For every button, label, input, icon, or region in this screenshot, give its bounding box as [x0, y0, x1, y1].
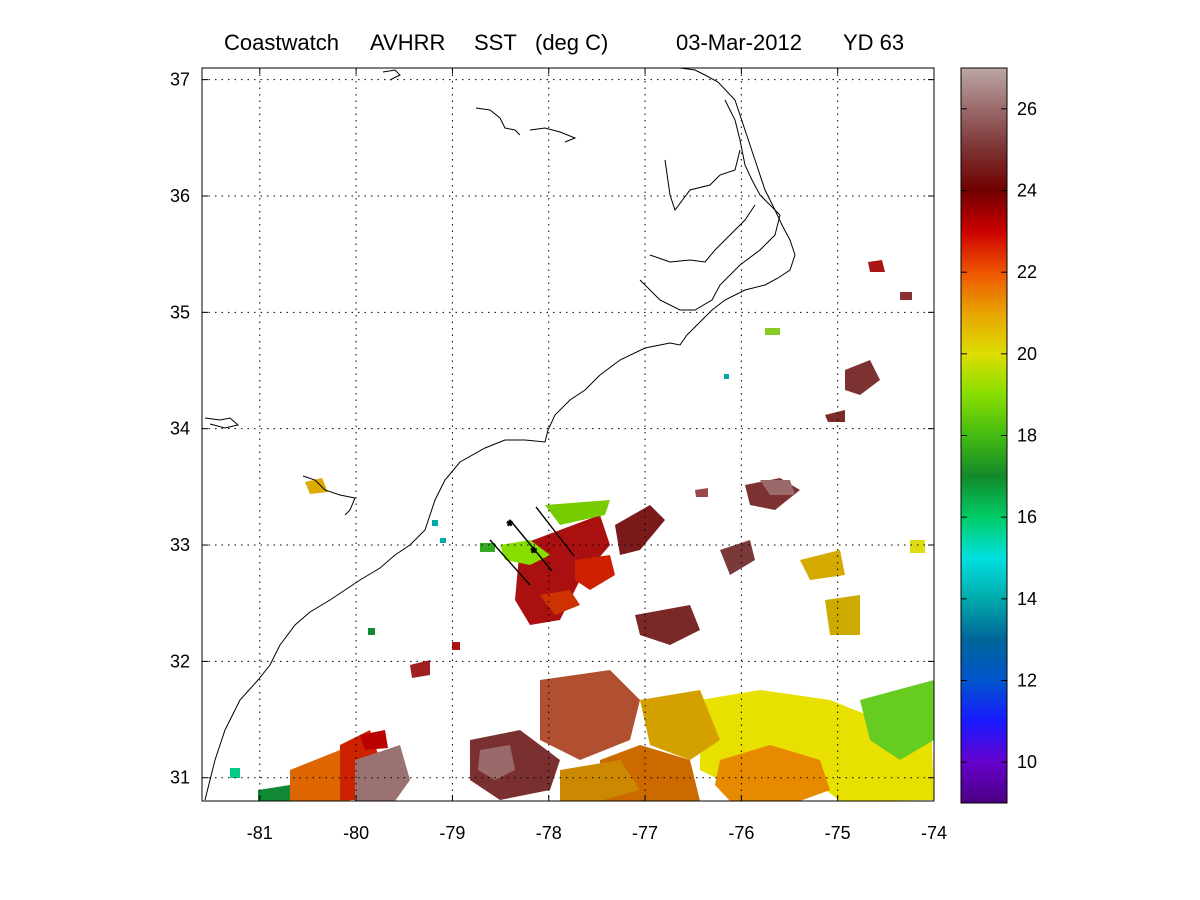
lat-tick-label: 37 [170, 70, 190, 90]
colorbar-tick-label: 26 [1017, 99, 1037, 119]
sst-patch [715, 745, 830, 801]
sst-patch [355, 745, 410, 801]
sst-patch [720, 540, 755, 575]
sst-patch [480, 543, 495, 552]
coastline-inlet [302, 475, 356, 516]
coastline-mainland [204, 67, 796, 801]
sst-patch [410, 660, 430, 678]
transect-line [489, 539, 531, 586]
lon-tick-label: -80 [343, 823, 369, 843]
colorbar: 10 12 14 16 18 20 22 24 26 [960, 67, 1037, 804]
coastline-inlet [382, 69, 401, 81]
coastline-sound [664, 149, 741, 212]
sst-patch [910, 540, 925, 553]
lon-tick-label: -81 [247, 823, 273, 843]
map-frame [201, 67, 935, 802]
sst-patch [230, 768, 240, 778]
sst-patch [825, 595, 860, 635]
coastline-sound [649, 204, 756, 263]
colorbar-gradient [960, 67, 1008, 804]
sst-patch [760, 480, 795, 495]
sst-patch [258, 785, 290, 801]
sst-patch [695, 488, 708, 497]
coastline-sound [639, 99, 781, 311]
sst-patch [452, 642, 460, 650]
transect-marker: * [507, 517, 513, 533]
sst-patch [845, 360, 880, 395]
colorbar-tick-label: 12 [1017, 671, 1037, 691]
lon-tick-label: -76 [728, 823, 754, 843]
sst-patch [860, 680, 934, 760]
lon-tick-label: -74 [921, 823, 947, 843]
colorbar-tick-label: 14 [1017, 589, 1037, 609]
coastline-inlet [475, 107, 521, 136]
lat-tick-label: 31 [170, 768, 190, 788]
colorbar-tick-label: 10 [1017, 752, 1037, 772]
sst-data-layer [230, 260, 934, 801]
title-product: Coastwatch [224, 30, 339, 55]
sst-patch [478, 745, 515, 780]
lat-axis: 31 32 33 34 35 36 37 [170, 70, 934, 788]
sst-patch [540, 590, 580, 615]
sst-patch [432, 520, 438, 526]
lon-tick-label: -78 [536, 823, 562, 843]
sst-patch [368, 628, 375, 635]
sst-patch [765, 328, 780, 335]
lon-tick-label: -75 [825, 823, 851, 843]
sst-patch [724, 374, 729, 379]
lat-tick-label: 35 [170, 302, 190, 322]
lon-tick-label: -77 [632, 823, 658, 843]
sst-patch [635, 605, 700, 645]
sst-patch [900, 292, 912, 300]
sst-patch [470, 730, 560, 800]
lon-tick-label: -79 [439, 823, 465, 843]
coastline [204, 67, 796, 801]
title-date: 03-Mar-2012 [676, 30, 802, 55]
colorbar-tick-label: 16 [1017, 507, 1037, 527]
sst-patch [640, 690, 720, 760]
sst-patch [575, 555, 615, 590]
title-yearday: YD 63 [843, 30, 905, 55]
sst-patch [440, 538, 446, 543]
sst-patch [560, 760, 640, 801]
lat-tick-label: 33 [170, 535, 190, 555]
sst-patch [305, 478, 328, 494]
sst-patch [360, 730, 388, 750]
title-variable: SST [474, 30, 517, 55]
transect-marker: * [531, 544, 537, 560]
sst-patch [615, 505, 665, 555]
sst-patch [515, 515, 610, 625]
colorbar-tick-label: 20 [1017, 344, 1037, 364]
lat-tick-label: 32 [170, 651, 190, 671]
transect-line [509, 519, 553, 572]
sst-patch [545, 500, 610, 525]
colorbar-tick-label: 22 [1017, 262, 1037, 282]
colorbar-tick-label: 24 [1017, 181, 1037, 201]
transect-lines: * * [489, 506, 575, 586]
sst-patch [800, 550, 845, 580]
lat-tick-label: 36 [170, 186, 190, 206]
sst-patch [500, 540, 550, 565]
transect-line [535, 506, 575, 557]
lat-tick-label: 34 [170, 419, 190, 439]
title-sensor: AVHRR [370, 30, 446, 55]
coastline-inlet [529, 127, 577, 143]
sst-patch [868, 260, 885, 272]
sst-patch [825, 410, 845, 422]
title-units: (deg C) [535, 30, 609, 55]
coastline-inlet [204, 417, 240, 429]
map-title: Coastwatch AVHRR SST (deg C) 03-Mar-2012… [0, 0, 1200, 60]
colorbar-tick-label: 18 [1017, 426, 1037, 446]
lon-axis: -81 -80 -79 -78 -77 -76 -75 -74 [247, 68, 947, 843]
sst-patch [540, 670, 640, 760]
